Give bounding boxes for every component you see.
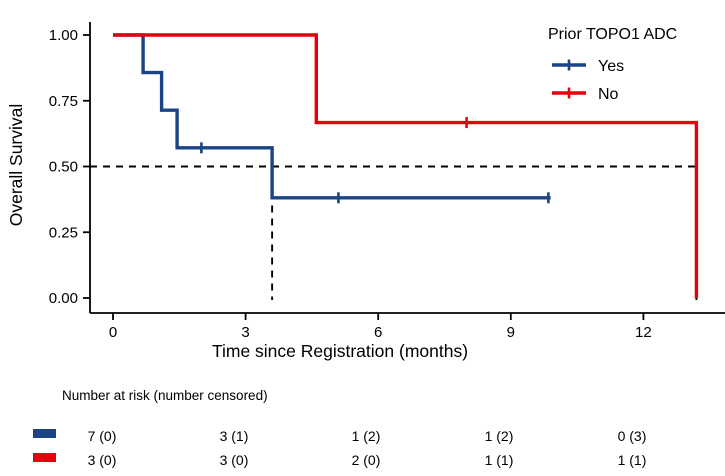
risk-cell: 1 (1) [485, 452, 514, 468]
y-tick-label: 0.75 [49, 93, 78, 110]
axis-ticks: 0 3 6 9 12 0.00 0.25 0.50 0.75 1.00 [49, 27, 652, 341]
risk-cell: 1 (2) [485, 428, 514, 444]
x-tick-label: 0 [109, 324, 117, 341]
y-tick-label: 1.00 [49, 27, 78, 44]
risk-cell: 3 (0) [220, 452, 249, 468]
legend-title: Prior TOPO1 ADC [548, 26, 677, 43]
x-tick-label: 3 [241, 324, 249, 341]
y-tick-label: 0.25 [49, 224, 78, 241]
risk-cell: 3 (0) [88, 452, 117, 468]
km-curve-no [113, 33, 699, 298]
risk-row-swatch-no [33, 453, 56, 462]
y-axis-title: Overall Survival [6, 104, 26, 227]
risk-cell: 1 (2) [352, 428, 381, 444]
legend-entry-label: Yes [598, 58, 624, 75]
risk-cell: 3 (1) [220, 428, 249, 444]
survival-curves [113, 33, 699, 298]
x-tick-label: 12 [635, 324, 652, 341]
risk-cell: 0 (3) [618, 428, 647, 444]
censor-marks [200, 117, 550, 204]
y-tick-label: 0.50 [49, 159, 78, 176]
y-tick-label: 0.00 [49, 290, 78, 307]
legend-entry-label: No [598, 86, 619, 103]
risk-cell: 1 (1) [618, 452, 647, 468]
risk-table: Number at risk (number censored) 7 (0) 3 … [33, 388, 646, 468]
risk-table-header: Number at risk (number censored) [62, 388, 268, 403]
legend-entries: Yes No [552, 58, 624, 103]
risk-table-rows: 7 (0) 3 (1) 1 (2) 1 (2) 0 (3) 3 (0) 3 (0) 2 (0)… [33, 428, 646, 468]
legend: Prior TOPO1 ADC Yes No [548, 26, 677, 103]
x-tick-label: 9 [507, 324, 515, 341]
risk-cell: 7 (0) [88, 428, 117, 444]
risk-row-swatch-yes [33, 429, 56, 438]
median-dashed-lines [90, 165, 698, 300]
x-axis-title: Time since Registration (months) [212, 341, 468, 361]
km-curve-yes [113, 33, 551, 200]
risk-cell: 2 (0) [352, 452, 381, 468]
x-tick-label: 6 [374, 324, 382, 341]
